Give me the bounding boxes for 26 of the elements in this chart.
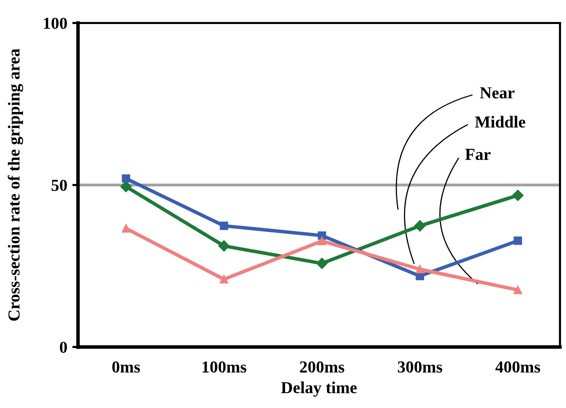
text: Middle	[475, 116, 526, 128]
point	[414, 220, 426, 232]
point	[220, 222, 228, 230]
point	[416, 265, 424, 274]
point	[218, 240, 230, 252]
x-tick-label: 300ms	[398, 361, 442, 373]
point	[120, 181, 132, 192]
x-tick-label: 0ms	[112, 361, 140, 373]
text: Near	[480, 87, 514, 98]
text: Far	[465, 148, 491, 160]
point	[122, 174, 130, 183]
point	[514, 286, 522, 294]
point	[316, 258, 328, 270]
point	[318, 236, 326, 246]
x-tick-label: 400ms	[495, 361, 540, 373]
y-tick-label: 0	[60, 342, 67, 353]
x-axis-title: Delay time	[281, 382, 357, 397]
y-axis-title: Cross-section rate of the gripping area	[8, 48, 24, 321]
x-tick-label: 100ms	[202, 361, 246, 373]
point	[220, 275, 228, 284]
y-tick-label: 100	[44, 18, 67, 29]
point	[122, 224, 130, 233]
point	[512, 190, 524, 201]
point	[514, 236, 522, 245]
y-tick-label: 50	[52, 180, 67, 191]
x-tick-label: 200ms	[300, 361, 344, 373]
